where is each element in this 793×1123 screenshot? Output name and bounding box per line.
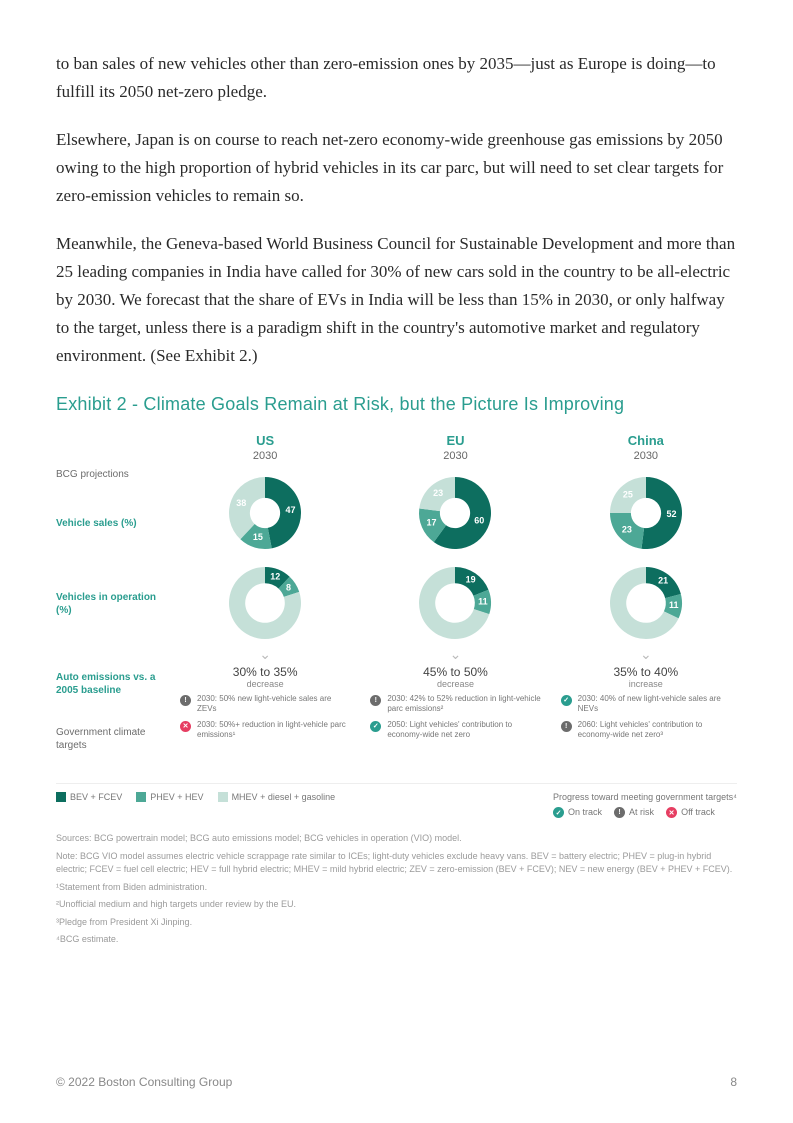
svg-text:11: 11 — [669, 600, 679, 610]
svg-text:12: 12 — [270, 572, 280, 582]
region-year: 2030 — [174, 450, 356, 462]
row-label-ops: Vehicles in operation (%) — [56, 559, 174, 649]
targets-list: !2030: 42% to 52% reduction in light-veh… — [364, 694, 546, 758]
donut-ops: 19 11 70 — [364, 558, 546, 648]
region-name: EU — [364, 433, 546, 448]
legend-status-item: ✓On track — [553, 806, 602, 818]
svg-text:23: 23 — [622, 525, 632, 535]
svg-text:60: 60 — [475, 516, 485, 526]
body-paragraph: Meanwhile, the Geneva-based World Busine… — [56, 230, 737, 370]
page-footer: © 2022 Boston Consulting Group 8 — [56, 1075, 737, 1089]
svg-text:23: 23 — [434, 489, 444, 499]
exhibit-notes: Sources: BCG powertrain model; BCG auto … — [56, 832, 737, 947]
emissions-value: 35% to 40% increase — [555, 660, 737, 694]
row-label-sales: Vehicle sales (%) — [56, 487, 174, 559]
svg-text:52: 52 — [666, 509, 676, 519]
page-number: 8 — [730, 1075, 737, 1089]
donut-ops: 21 11 68 — [555, 558, 737, 648]
donut-ops: 12 8 80 — [174, 558, 356, 648]
chevron-icon: ⌄ — [364, 648, 546, 660]
row-label-projections: BCG projections — [56, 469, 174, 487]
region-name: China — [555, 433, 737, 448]
svg-text:21: 21 — [658, 576, 668, 586]
region-name: US — [174, 433, 356, 448]
region-china: China 2030 52 23 25 21 11 68 ⌄ 35% to 40% in… — [555, 433, 737, 771]
region-year: 2030 — [364, 450, 546, 462]
donut-sales: 60 17 23 — [364, 468, 546, 558]
row-label-gov: Government climate targets — [56, 707, 174, 771]
copyright: © 2022 Boston Consulting Group — [56, 1075, 232, 1089]
region-us: US 2030 47 15 38 12 8 80 ⌄ 30% to 35% decrea… — [174, 433, 356, 771]
body-paragraph: to ban sales of new vehicles other than … — [56, 50, 737, 106]
chevron-icon: ⌄ — [555, 648, 737, 660]
emissions-value: 30% to 35% decrease — [174, 660, 356, 694]
legend-right-title: Progress toward meeting government targe… — [553, 792, 737, 802]
svg-text:70: 70 — [450, 598, 460, 608]
exhibit-legend: BEV + FCEV PHEV + HEV MHEV + diesel + gaso… — [56, 783, 737, 818]
target-item: ✓2030: 40% of new light-vehicle sales ar… — [561, 694, 733, 714]
legend-status-item: !At risk — [614, 806, 654, 818]
target-item: ✓2050: Light vehicles' contribution to e… — [370, 720, 542, 740]
exhibit-title: Exhibit 2 - Climate Goals Remain at Risk… — [56, 394, 737, 415]
svg-text:19: 19 — [466, 575, 476, 585]
body-paragraph: Elsewhere, Japan is on course to reach n… — [56, 126, 737, 210]
region-eu: EU 2030 60 17 23 19 11 70 ⌄ 45% to 50% decre… — [364, 433, 546, 771]
svg-text:47: 47 — [286, 505, 296, 515]
svg-text:11: 11 — [479, 597, 489, 607]
exhibit-2: Exhibit 2 - Climate Goals Remain at Risk… — [56, 394, 737, 947]
svg-text:80: 80 — [260, 598, 270, 608]
targets-list: ✓2030: 40% of new light-vehicle sales ar… — [555, 694, 737, 758]
legend-item: MHEV + diesel + gasoline — [218, 792, 336, 802]
target-item: !2030: 42% to 52% reduction in light-veh… — [370, 694, 542, 714]
legend-status-item: ✕Off track — [666, 806, 715, 818]
target-item: !2060: Light vehicles' contribution to e… — [561, 720, 733, 740]
svg-text:15: 15 — [253, 532, 263, 542]
emissions-value: 45% to 50% decrease — [364, 660, 546, 694]
svg-text:38: 38 — [236, 498, 246, 508]
svg-text:25: 25 — [623, 490, 633, 500]
svg-text:8: 8 — [286, 583, 291, 593]
donut-sales: 52 23 25 — [555, 468, 737, 558]
target-item: !2030: 50% new light-vehicle sales are Z… — [180, 694, 352, 714]
chevron-icon: ⌄ — [174, 648, 356, 660]
donut-sales: 47 15 38 — [174, 468, 356, 558]
row-label-emissions: Auto emissions vs. a 2005 baseline — [56, 661, 174, 707]
targets-list: !2030: 50% new light-vehicle sales are Z… — [174, 694, 356, 758]
svg-text:68: 68 — [641, 598, 651, 608]
legend-item: PHEV + HEV — [136, 792, 203, 802]
legend-item: BEV + FCEV — [56, 792, 122, 802]
target-item: ✕2030: 50%+ reduction in light-vehicle p… — [180, 720, 352, 740]
svg-text:17: 17 — [427, 518, 437, 528]
region-year: 2030 — [555, 450, 737, 462]
